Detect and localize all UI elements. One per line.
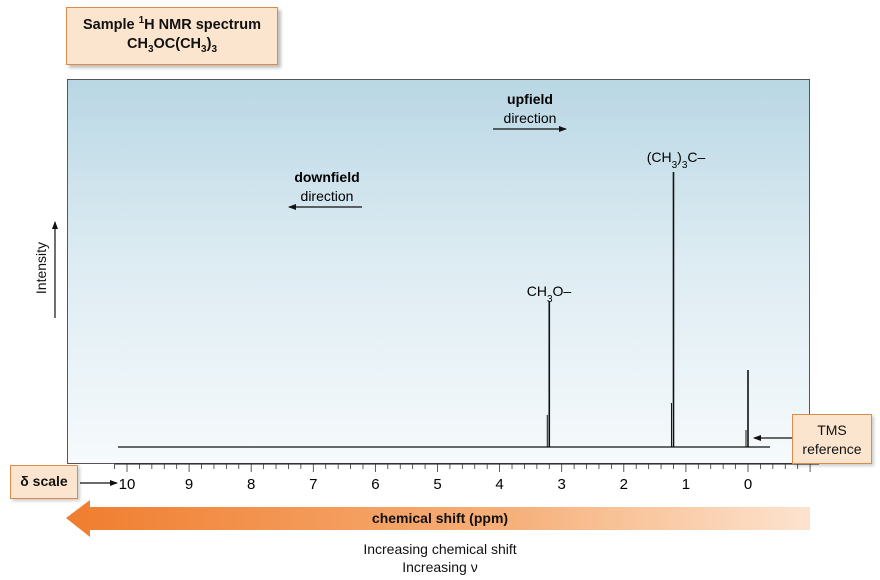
ch3o-tail: O–: [553, 283, 572, 299]
x-tick-label: 0: [744, 476, 752, 493]
tms-reference-callout: TMS reference: [792, 414, 872, 464]
x-tick-label: 4: [495, 476, 503, 493]
tbu-sub: 3: [672, 160, 678, 171]
downfield-sub: direction: [301, 188, 354, 204]
formula-part-b: OC(CH: [153, 36, 202, 52]
x-tick-label: 9: [185, 476, 193, 493]
x-axis: 10 9 8 7 6 5 4 3 2 1 0: [114, 463, 820, 493]
ch3o-sub: 3: [547, 294, 553, 305]
x-tick-label: 8: [247, 476, 255, 493]
formula-part-a: CH: [126, 36, 148, 52]
tbu-main: (CH: [647, 149, 672, 165]
peaks-layer: [546, 172, 749, 447]
title-line-1: Sample 1H NMR spectrum: [67, 16, 277, 35]
delta-text: scale: [28, 473, 68, 489]
x-tick-label: 1: [682, 476, 690, 493]
formula-sub-b: 3: [201, 43, 207, 55]
tms-line-2: reference: [802, 441, 862, 457]
formula-part-c: ): [206, 36, 212, 52]
tbu-tail: C–: [687, 149, 705, 165]
x-tick-label: 6: [371, 476, 379, 493]
delta-scale-callout: δ scale: [10, 465, 78, 499]
peak-label-tbu: (CH3)3C–: [647, 149, 706, 171]
caption-increasing-shift: Increasing chemical shift: [363, 541, 517, 557]
chemical-shift-label: chemical shift (ppm): [371, 510, 509, 526]
delta-symbol: δ: [20, 473, 29, 489]
formula-sub-c: 3: [211, 43, 217, 55]
upfield-sub: direction: [504, 110, 557, 126]
caption-increasing-nu: Increasing ν: [402, 559, 478, 575]
chemical-shift-arrow: [66, 500, 810, 537]
x-tick-label: 2: [620, 476, 628, 493]
x-tick-label: 3: [558, 476, 566, 493]
title-formula: CH3OC(CH3)3: [67, 35, 277, 54]
downfield-title: downfield: [294, 169, 359, 185]
tbu-mid: ): [677, 149, 682, 165]
tms-line-1: TMS: [817, 422, 847, 438]
title-sup: 1: [138, 15, 145, 27]
x-tick-label: 10: [119, 476, 136, 493]
formula-sub-a: 3: [147, 43, 154, 55]
title-box: Sample 1H NMR spectrum CH3OC(CH3)3: [66, 7, 278, 65]
title-prefix: Sample: [83, 17, 139, 33]
x-tick-label: 5: [433, 476, 441, 493]
upfield-title: upfield: [507, 91, 553, 107]
x-tick-label: 7: [309, 476, 317, 493]
plot-area: [67, 79, 810, 464]
peak-label-ch3o: CH3O–: [527, 283, 572, 305]
title-suffix: H NMR spectrum: [144, 17, 261, 33]
tbu-sub2: 3: [682, 160, 688, 171]
ch3o-main: CH: [527, 283, 547, 299]
